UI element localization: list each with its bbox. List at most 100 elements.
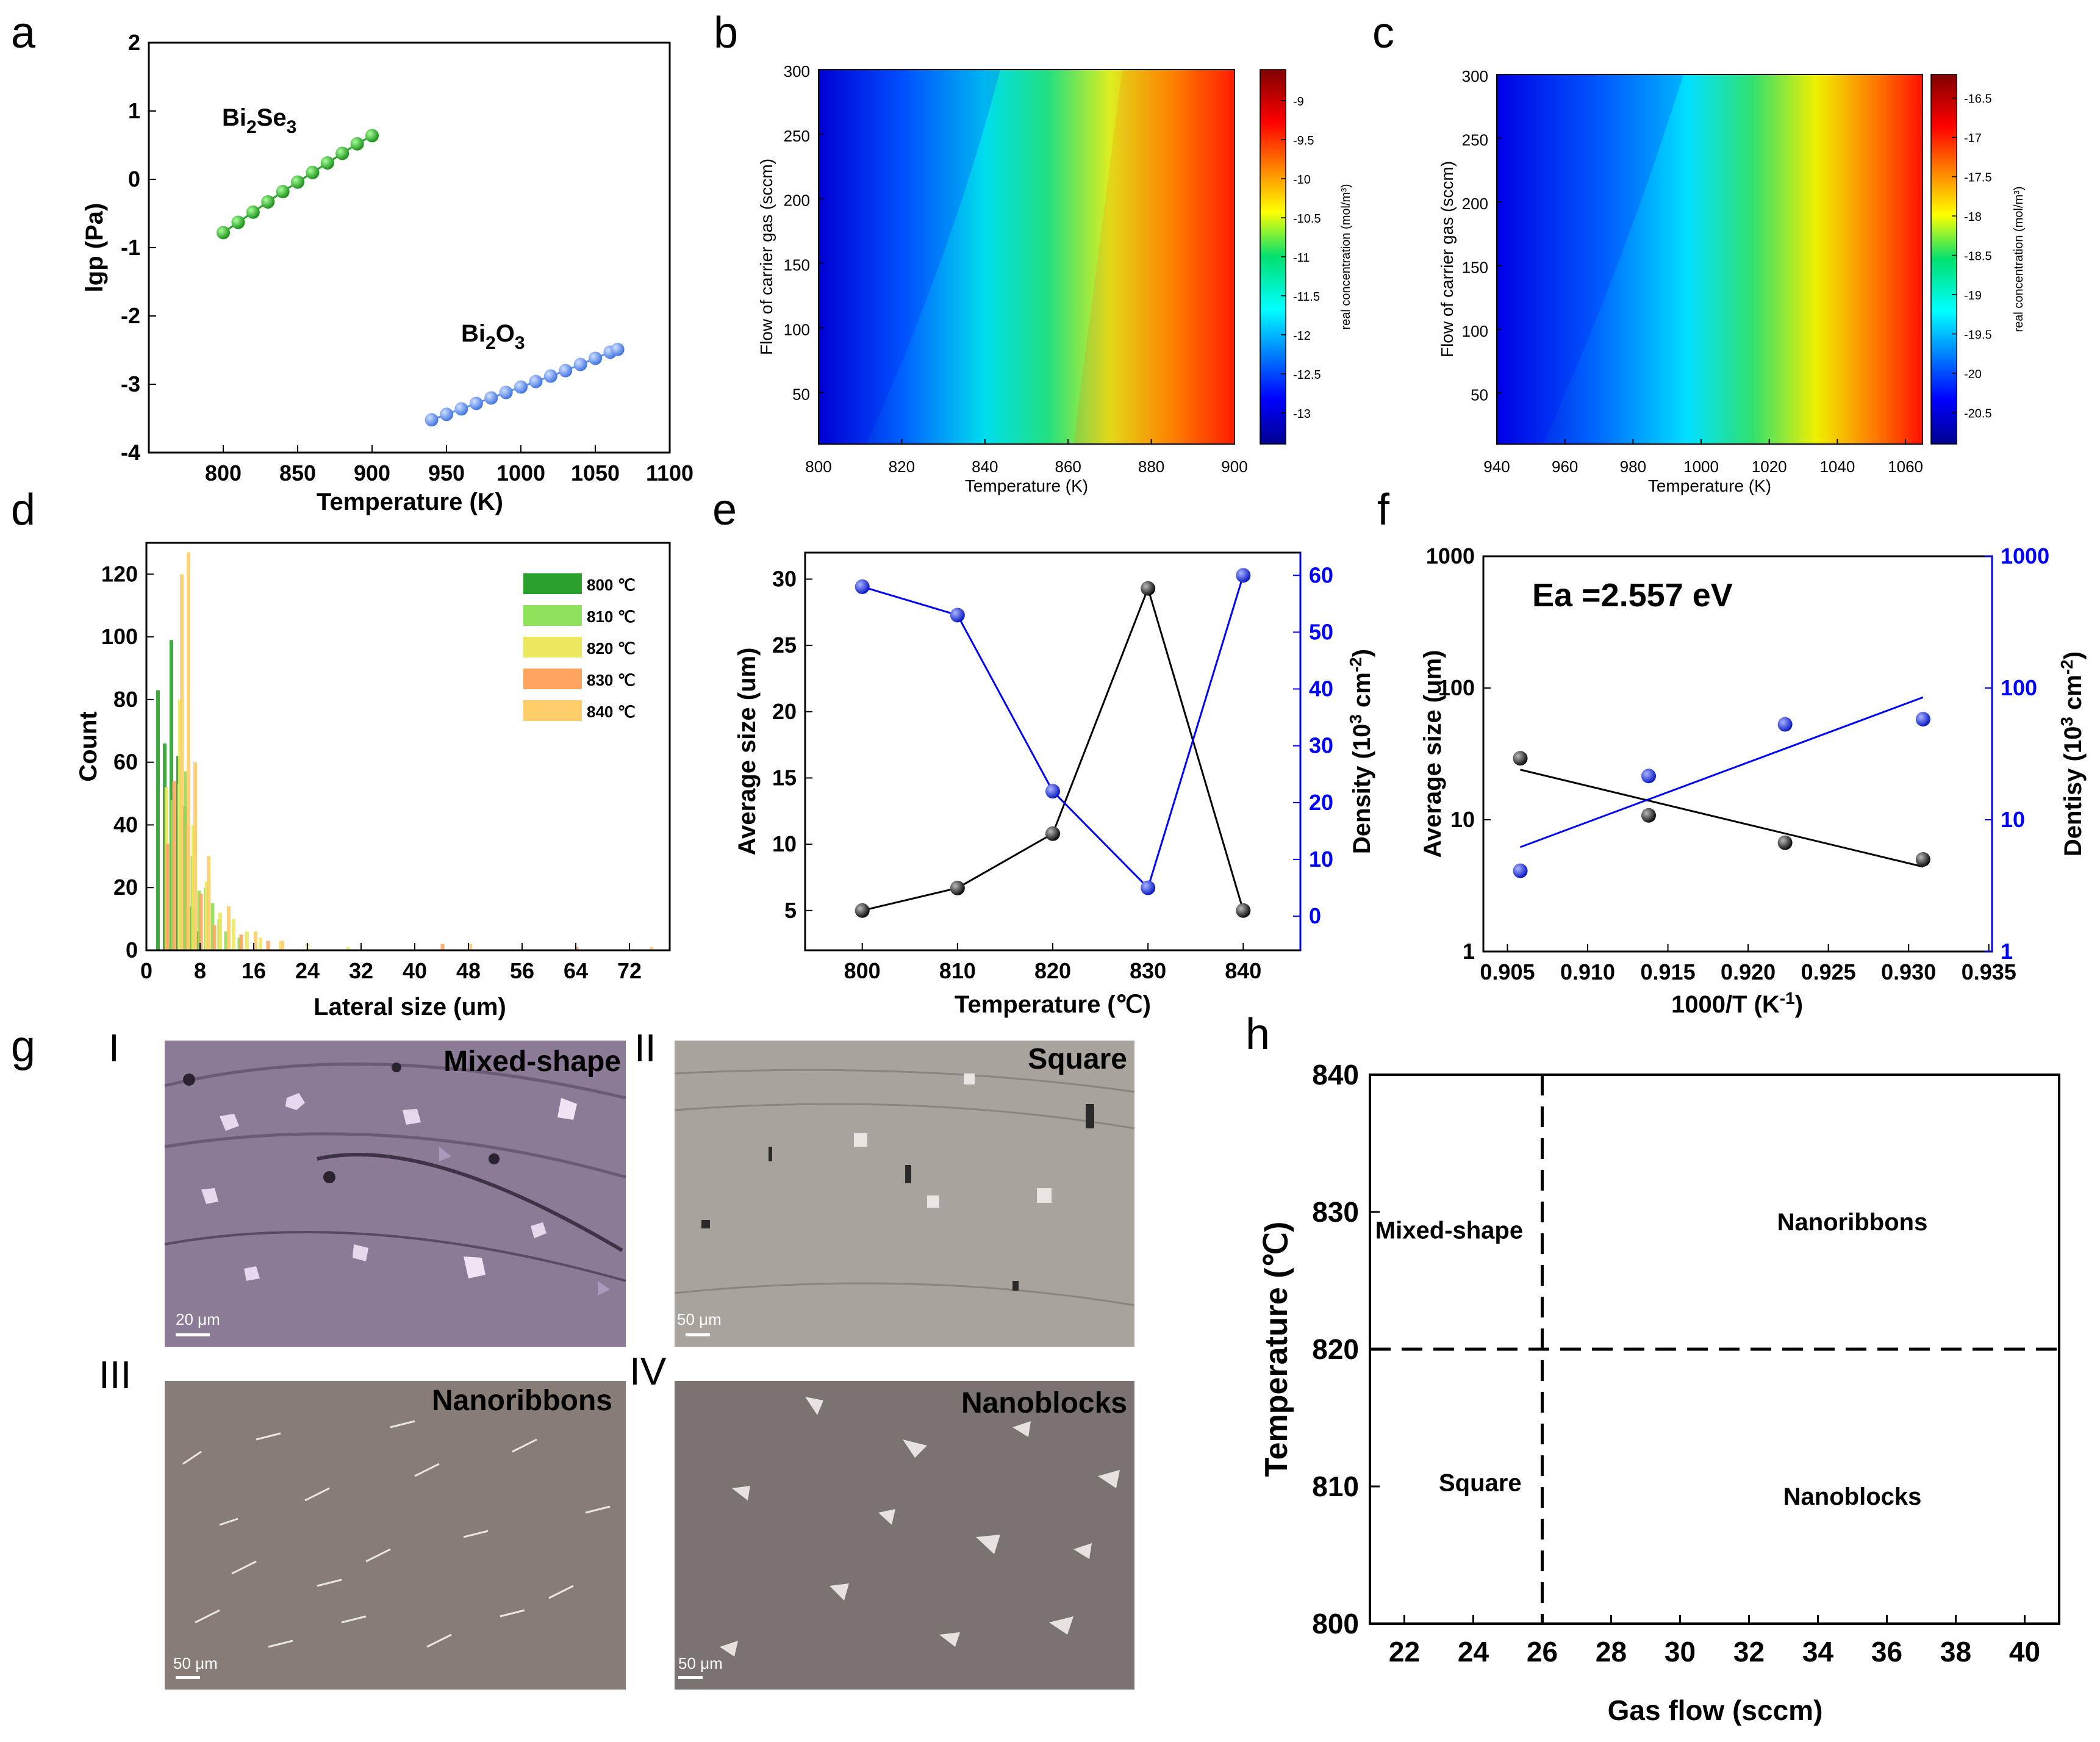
- chart-b-colorbar-tick-label: -10: [1293, 173, 1311, 187]
- panel-label-g: g: [11, 1022, 35, 1071]
- chart-c-colorbar-tick-label: -16.5: [1964, 93, 1992, 106]
- chart-b-colorbar-tick-label: -9.5: [1293, 134, 1314, 148]
- chart-d-legend-swatch: [523, 573, 582, 594]
- chart-d-bar: [239, 934, 243, 950]
- chart-d-bar: [440, 944, 445, 950]
- chart-d-bar: [468, 944, 473, 950]
- chart-d-x-tick-label: 72: [617, 958, 642, 983]
- panel-label-f: f: [1377, 486, 1390, 534]
- chart-d-bar: [207, 856, 211, 950]
- micrograph-mixed-shape-scale: 20 μm: [176, 1310, 220, 1328]
- chart-a-series-1-point: [543, 369, 557, 383]
- chart-a-series-1-point: [469, 396, 483, 410]
- chart-f-series-1-point: [1777, 717, 1793, 732]
- chart-h-y-tick-label: 830: [1312, 1196, 1359, 1228]
- chart-b-x-tick-label: 820: [889, 457, 915, 476]
- chart-h-x-tick-label: 36: [1871, 1636, 1902, 1668]
- chart-b-x-tick-label: 860: [1055, 457, 1081, 476]
- chart-e-series-0-point: [1236, 903, 1251, 918]
- chart-f-y-right-tick-label: 100: [2001, 675, 2037, 700]
- chart-f-series-0-fit-line: [1520, 769, 1924, 868]
- chart-f: 0.905 0.910 0.915 0.920 0.925 0.930 0.93511010…: [1419, 543, 2087, 1018]
- micrograph-3-numeral: III: [99, 1353, 131, 1397]
- chart-e-y-tick-label: 30: [772, 566, 797, 591]
- panel-label-b: b: [714, 9, 738, 57]
- chart-c-colorbar-tick-label: -19: [1964, 289, 1982, 303]
- chart-f-series-0-point: [1641, 808, 1656, 823]
- chart-h-y-tick-label: 840: [1312, 1059, 1359, 1091]
- chart-d-y-tick-label: 100: [101, 624, 138, 649]
- chart-d-x-tick-label: 24: [295, 958, 320, 983]
- chart-c-y-tick-label: 200: [1462, 195, 1488, 213]
- chart-e-y-tick-label: 15: [772, 765, 797, 790]
- chart-a-x-tick-label: 1100: [646, 461, 693, 486]
- chart-e-y-right-tick-label: 10: [1309, 847, 1333, 872]
- chart-d-bar: [281, 941, 285, 950]
- chart-c-x-tick-label: 980: [1620, 457, 1646, 476]
- chart-a-x-tick-label: 900: [354, 461, 390, 486]
- chart-e-y-tick-label: 5: [784, 898, 797, 923]
- chart-h-x-tick-label: 34: [1802, 1636, 1834, 1668]
- chart-d-x-tick-label: 40: [403, 958, 427, 983]
- chart-a-y-tick-label: -1: [121, 235, 140, 260]
- chart-a-series-1-point: [611, 342, 625, 356]
- chart-f-x-tick-label: 0.935: [1962, 959, 2016, 984]
- chart-c-colorbar: [1930, 74, 1957, 445]
- chart-c-x-tick-label: 940: [1483, 457, 1510, 476]
- micrograph-panel: I II III IV 20 μm Mixed-shape: [99, 1026, 1135, 1690]
- chart-a-series-1-point: [559, 364, 573, 378]
- chart-d-y-tick-label: 60: [113, 750, 138, 775]
- chart-h-x-tick-label: 38: [1940, 1636, 1971, 1668]
- chart-a-y-axis-label: lgp (Pa): [81, 203, 108, 293]
- chart-f-x-tick-label: 0.910: [1560, 959, 1615, 984]
- chart-a: 800 850 900 950 1000 1050 1100 -4 -3 -2 -1 0 1 2 Temp…: [81, 30, 693, 515]
- chart-f-y-tick-label: 100: [1438, 675, 1475, 700]
- chart-d-y-tick-label: 40: [113, 812, 138, 837]
- chart-a-x-tick-label: 950: [428, 461, 465, 486]
- chart-c-colorbar-tick-label: -18: [1964, 210, 1982, 224]
- chart-b-heatmap: [819, 70, 1235, 444]
- chart-a-y-tick-label: 2: [128, 30, 140, 55]
- chart-c-x-tick-label: 1040: [1819, 457, 1855, 476]
- chart-e-series-0-line: [862, 586, 1244, 912]
- chart-a-series-1-point: [484, 391, 498, 405]
- chart-h-region-label: Mixed-shape: [1375, 1217, 1523, 1244]
- chart-e-series-1-point: [1236, 568, 1251, 583]
- micrograph-nanoribbons-title: Nanoribbons: [432, 1385, 612, 1417]
- chart-b-y-tick-label: 100: [784, 320, 810, 339]
- chart-d-bar: [165, 844, 170, 950]
- chart-d-bar: [266, 941, 270, 950]
- chart-a-x-tick-label: 1000: [496, 461, 545, 486]
- chart-h-x-tick-label: 22: [1389, 1636, 1420, 1668]
- chart-d-bar: [169, 640, 173, 950]
- chart-a-y-tick-label: 0: [128, 167, 140, 192]
- chart-d-x-tick-label: 56: [510, 958, 534, 983]
- chart-h-x-axis-label: Gas flow (sccm): [1608, 1694, 1823, 1726]
- chart-d-bar: [258, 937, 263, 950]
- chart-d-x-tick-label: 48: [456, 958, 481, 983]
- chart-d-y-tick-label: 120: [101, 561, 138, 586]
- chart-d-x-tick-label: 32: [349, 958, 373, 983]
- chart-d-bar: [156, 690, 160, 950]
- chart-d-legend-label: 810 ℃: [587, 608, 636, 626]
- chart-f-y-axis-right-label: Dentisy (103 cm-2): [2057, 651, 2087, 856]
- chart-d-legend-label: 820 ℃: [587, 639, 636, 658]
- chart-c-colorbar-tick-label: -19.5: [1964, 328, 1992, 342]
- chart-e-y-tick-label: 20: [772, 699, 797, 724]
- chart-e-x-tick-label: 800: [844, 958, 881, 983]
- micrograph-mixed-shape-title: Mixed-shape: [443, 1045, 621, 1078]
- chart-e-series-0-point: [855, 903, 870, 918]
- chart-b-y-tick-label: 50: [792, 385, 810, 403]
- chart-f-x-axis-label: 1000/T (K-1): [1671, 989, 1803, 1018]
- chart-a-series-0-point: [365, 129, 379, 143]
- chart-b-y-tick-label: 300: [784, 62, 810, 81]
- chart-d-legend-swatch: [523, 637, 582, 658]
- chart-c-colorbar-tick-label: -20: [1964, 368, 1982, 381]
- chart-e-y-axis-right-label: Density (103 cm-2): [1346, 649, 1375, 854]
- chart-d-bar: [187, 552, 191, 950]
- chart-b-colorbar-tick-label: -12: [1293, 329, 1311, 343]
- chart-f-y-tick-label: 1: [1463, 939, 1475, 964]
- chart-d-bar: [172, 781, 176, 950]
- chart-c-y-tick-label: 50: [1471, 385, 1488, 404]
- micrograph-nanoribbons-scale: 50 μm: [173, 1654, 218, 1672]
